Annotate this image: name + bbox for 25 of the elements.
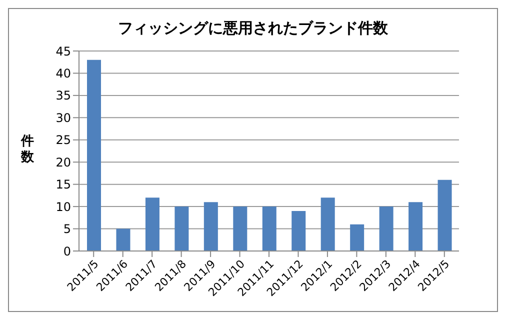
bar — [379, 206, 394, 251]
bar — [438, 180, 452, 251]
y-axis-title: 件数 — [21, 134, 35, 166]
bar — [262, 206, 276, 251]
bar — [204, 202, 218, 251]
y-tick-label: 30 — [56, 110, 71, 125]
y-tick-label: 35 — [56, 88, 71, 103]
bar — [320, 198, 335, 251]
bar — [174, 206, 189, 251]
y-tick-label: 0 — [63, 244, 71, 258]
bar — [145, 198, 160, 251]
y-tick-label: 25 — [56, 133, 71, 148]
bar — [292, 211, 306, 251]
y-tick-label: 45 — [56, 44, 71, 58]
y-tick-label: 20 — [56, 155, 71, 170]
bar — [233, 206, 248, 251]
bar — [350, 224, 364, 251]
y-tick-label: 40 — [56, 66, 71, 80]
y-tick-label: 5 — [63, 222, 71, 236]
bar — [87, 60, 101, 251]
chart-title: フィッシングに悪用されたブランド件数 — [117, 19, 389, 39]
y-tick-label: 15 — [56, 178, 71, 192]
y-tick-label: 10 — [56, 200, 71, 214]
bar — [408, 202, 423, 251]
bar — [116, 228, 130, 251]
